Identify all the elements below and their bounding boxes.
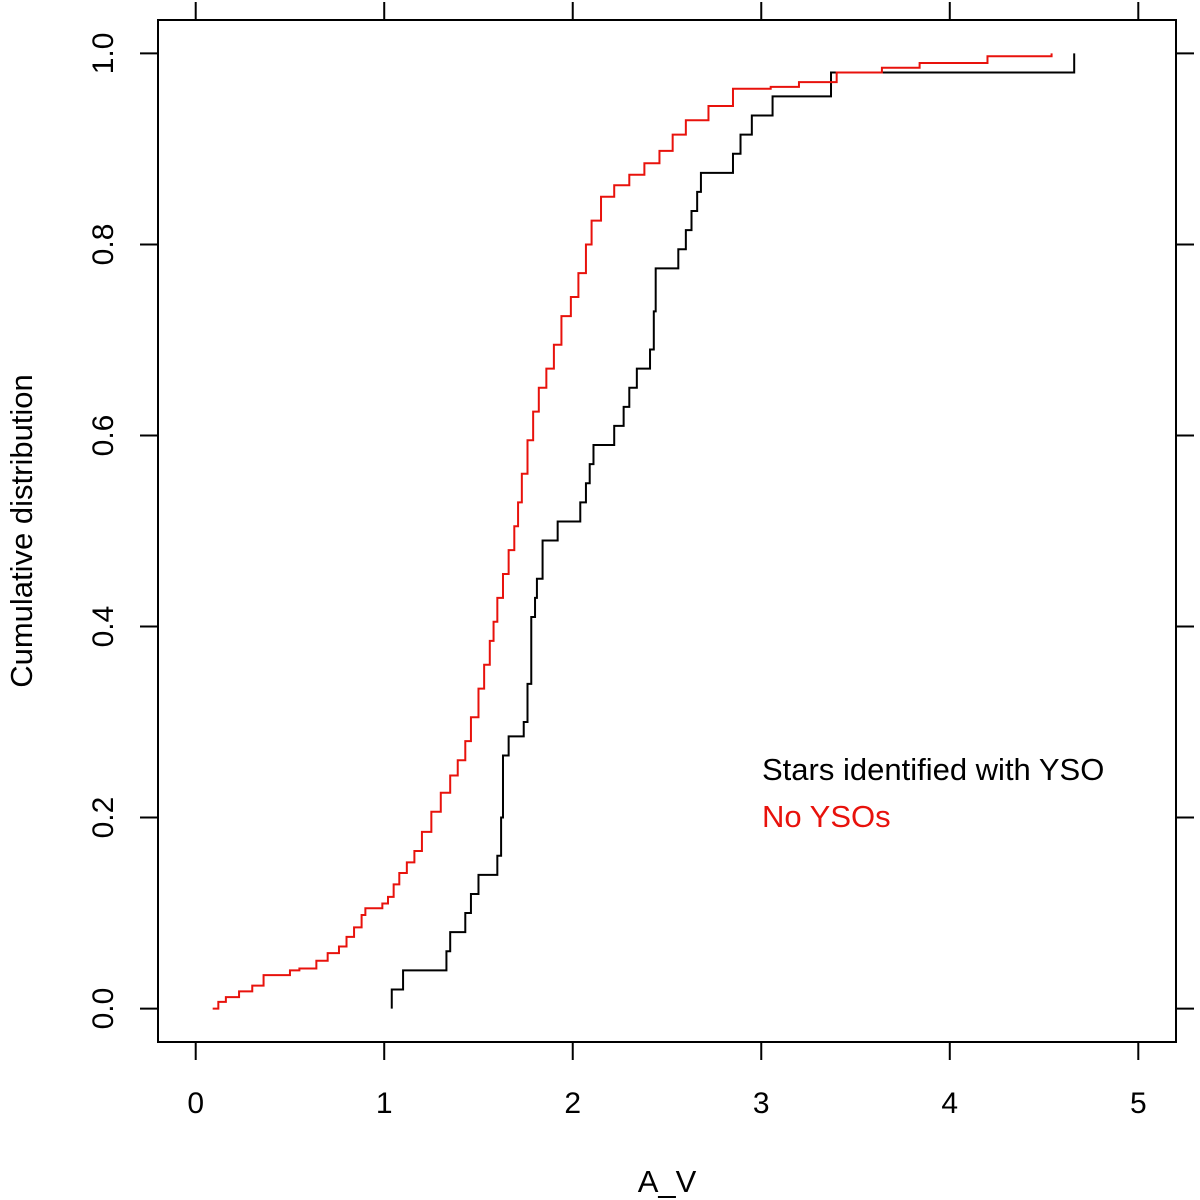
legend: Stars identified with YSO No YSOs: [762, 752, 1104, 834]
y-tick-label: 0.4: [87, 606, 120, 648]
x-tick-label: 3: [753, 1087, 770, 1120]
x-tick-label: 1: [376, 1087, 393, 1120]
x-tick-label: 5: [1130, 1087, 1147, 1120]
axis-tick-labels: 0 1 2 3 4 5 0.0 0.2 0.4 0.6 0.8 1.0: [87, 33, 1147, 1120]
y-tick-label: 0.0: [87, 988, 120, 1030]
y-tick-label: 0.2: [87, 797, 120, 839]
axis-ticks: [140, 2, 1194, 1060]
legend-entry-stars-yso: Stars identified with YSO: [762, 752, 1104, 787]
series-layer: [212, 53, 1076, 1010]
legend-entry-no-ysos: No YSOs: [762, 799, 891, 834]
x-tick-label: 4: [941, 1087, 958, 1120]
x-tick-label: 0: [187, 1087, 204, 1120]
y-tick-label: 1.0: [87, 33, 120, 75]
plot-frame: [157, 19, 1177, 1043]
x-axis-title: A_V: [638, 1164, 697, 1199]
series-line-no-ysos: [212, 53, 1053, 1010]
y-tick-label: 0.8: [87, 224, 120, 266]
y-axis-title: Cumulative distribution: [4, 374, 39, 688]
x-tick-label: 2: [564, 1087, 581, 1120]
y-tick-label: 0.6: [87, 415, 120, 457]
series-line-stars-yso: [390, 53, 1076, 1009]
